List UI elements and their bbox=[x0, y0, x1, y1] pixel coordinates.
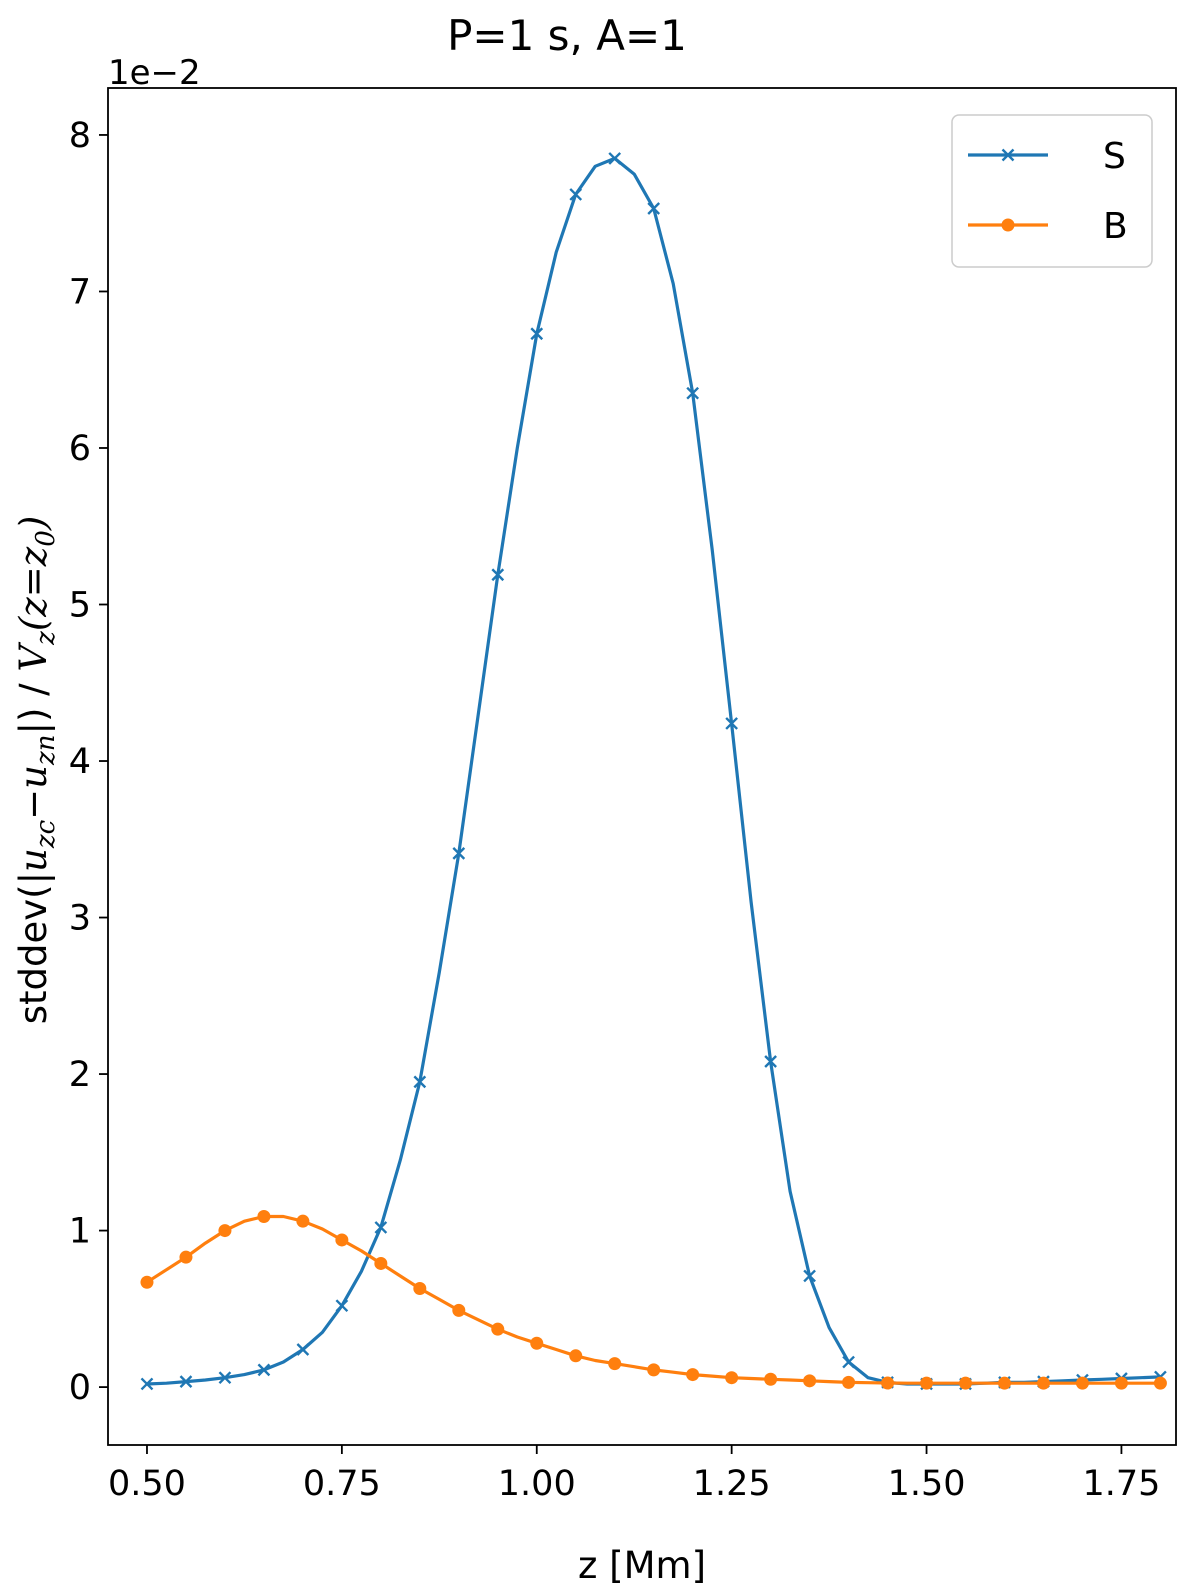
data-point-S bbox=[608, 152, 622, 165]
data-point-S bbox=[569, 188, 583, 201]
data-point-S bbox=[530, 327, 544, 341]
legend-marker-S bbox=[1001, 148, 1015, 162]
data-point-B bbox=[842, 1375, 856, 1389]
legend-item-B: B bbox=[968, 206, 1128, 247]
y-label-arg-open: ( bbox=[12, 615, 55, 631]
data-point-B bbox=[764, 1372, 778, 1386]
data-point-S bbox=[140, 1377, 154, 1391]
data-point-B bbox=[1153, 1376, 1167, 1390]
data-point-S bbox=[452, 847, 466, 860]
y-tick-label: 2 bbox=[69, 1055, 91, 1095]
data-point-S bbox=[218, 1371, 232, 1385]
x-axis-ticks: 0.50 0.75 1.00 1.25 1.50 1.75 bbox=[108, 1445, 1160, 1504]
y-label-minus: − bbox=[12, 789, 55, 820]
legend: SB bbox=[951, 114, 1153, 268]
data-point-B bbox=[686, 1368, 700, 1382]
axes-frame bbox=[107, 87, 1177, 1446]
x-tick-label: 1.50 bbox=[888, 1464, 966, 1504]
data-point-B bbox=[140, 1275, 154, 1289]
y-tick-label: 6 bbox=[69, 429, 91, 469]
data-point-B bbox=[1075, 1376, 1089, 1390]
data-point-B bbox=[881, 1376, 895, 1390]
x-tick-label: 1.25 bbox=[693, 1464, 771, 1504]
data-point-B bbox=[959, 1376, 973, 1390]
series-B bbox=[140, 1209, 1167, 1390]
data-point-B bbox=[1036, 1376, 1050, 1390]
x-tick-label: 0.75 bbox=[303, 1464, 381, 1504]
y-label-arg-close: ) bbox=[12, 516, 55, 531]
data-point-B bbox=[452, 1303, 466, 1317]
data-point-B bbox=[491, 1322, 505, 1336]
y-tick-label: 5 bbox=[69, 586, 91, 626]
y-offset-text: 1e−2 bbox=[108, 53, 201, 93]
data-point-B bbox=[179, 1250, 193, 1264]
data-point-B bbox=[920, 1376, 934, 1390]
y-label-u2: u bbox=[12, 765, 55, 789]
legend-marker-B bbox=[1001, 218, 1015, 232]
legend-item-S: S bbox=[968, 136, 1126, 177]
data-point-S bbox=[257, 1363, 271, 1377]
data-point-B bbox=[725, 1371, 739, 1385]
data-point-S bbox=[647, 202, 661, 215]
y-tick-label: 0 bbox=[69, 1368, 91, 1408]
data-point-B bbox=[218, 1224, 232, 1238]
y-axis-ticks: 0 1 2 3 4 5 6 7 8 bbox=[69, 116, 108, 1408]
data-point-B bbox=[296, 1214, 310, 1228]
data-point-B bbox=[374, 1256, 388, 1270]
y-label-z0sub: 0 bbox=[31, 530, 61, 547]
y-label-eq: = bbox=[12, 566, 55, 597]
y-axis-label: stddev(|uzc−uzn|) / Vz(z=z0) bbox=[12, 516, 61, 1025]
x-tick-label: 0.50 bbox=[108, 1464, 186, 1504]
data-point-S bbox=[764, 1055, 777, 1068]
y-label-u1: u bbox=[12, 848, 55, 872]
data-point-B bbox=[530, 1336, 544, 1350]
data-point-B bbox=[608, 1357, 622, 1371]
y-label-bar-close: | bbox=[12, 722, 55, 734]
y-tick-label: 3 bbox=[69, 899, 91, 939]
data-point-S bbox=[179, 1375, 193, 1388]
plot-area bbox=[107, 87, 1177, 1446]
data-point-B bbox=[335, 1233, 349, 1247]
data-point-S bbox=[296, 1343, 310, 1356]
chart-title: P=1 s, A=1 bbox=[447, 11, 687, 60]
data-point-S bbox=[842, 1355, 855, 1369]
y-label-sub2: zn bbox=[31, 735, 61, 766]
data-point-S bbox=[686, 386, 700, 400]
y-label-z: z bbox=[12, 597, 55, 618]
data-point-S bbox=[413, 1075, 427, 1089]
data-point-S bbox=[725, 717, 738, 730]
y-label-bar-open: | bbox=[12, 872, 55, 884]
data-point-S bbox=[491, 568, 505, 582]
y-label-prefix: stddev( bbox=[12, 884, 55, 1024]
y-tick-label: 1 bbox=[69, 1212, 91, 1252]
data-point-B bbox=[569, 1349, 583, 1363]
data-point-B bbox=[997, 1376, 1011, 1390]
data-point-S bbox=[335, 1299, 349, 1313]
y-label-slash: / bbox=[12, 672, 55, 708]
y-label-close: ) bbox=[12, 708, 55, 722]
y-label-vsub: z bbox=[31, 631, 61, 646]
y-label-z0: z bbox=[12, 546, 55, 567]
data-point-S bbox=[803, 1269, 816, 1283]
data-point-B bbox=[803, 1374, 817, 1388]
y-tick-label: 7 bbox=[69, 272, 91, 312]
data-point-B bbox=[1114, 1376, 1128, 1390]
x-tick-label: 1.00 bbox=[498, 1464, 576, 1504]
y-tick-label: 4 bbox=[69, 742, 91, 782]
y-label-v: V bbox=[12, 642, 55, 672]
legend-label-B: B bbox=[1103, 206, 1128, 247]
data-point-S bbox=[374, 1221, 388, 1234]
legend-frame bbox=[951, 114, 1153, 268]
x-axis-label: z [Mm] bbox=[578, 1544, 706, 1587]
y-label-sub1: zc bbox=[31, 819, 61, 849]
data-point-B bbox=[647, 1363, 661, 1377]
y-tick-label: 8 bbox=[69, 116, 91, 156]
data-point-B bbox=[413, 1281, 427, 1295]
x-tick-label: 1.75 bbox=[1082, 1464, 1160, 1504]
legend-label-S: S bbox=[1103, 136, 1126, 177]
data-point-B bbox=[257, 1209, 271, 1223]
